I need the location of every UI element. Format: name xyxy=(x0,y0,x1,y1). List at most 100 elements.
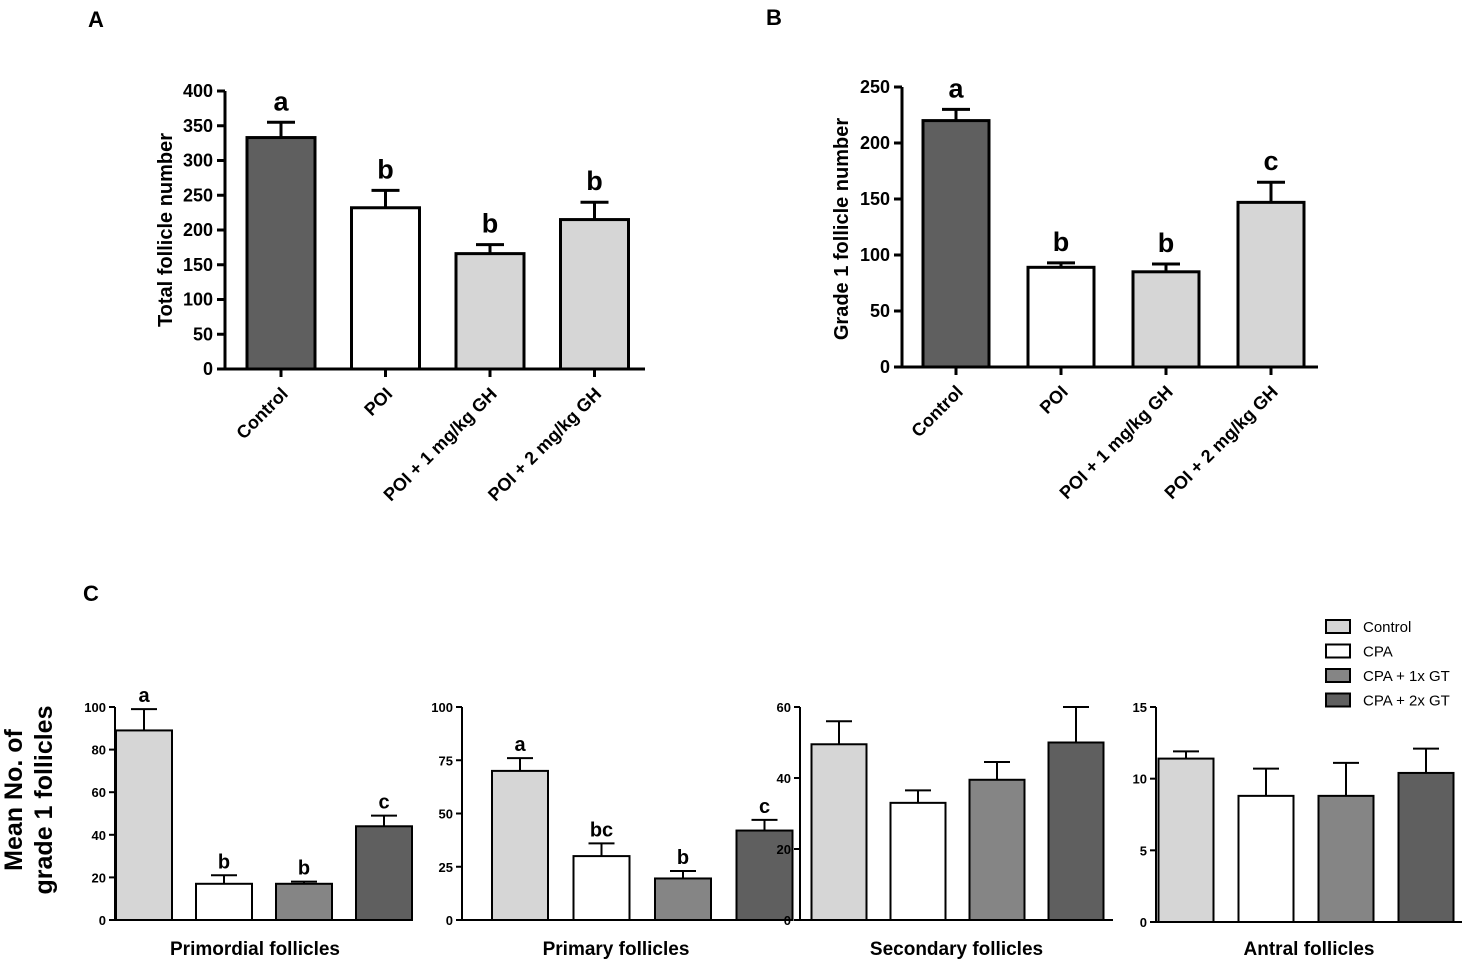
bar xyxy=(889,801,947,921)
legend-swatch xyxy=(1325,643,1351,659)
y-tick-label: 15 xyxy=(1133,700,1147,715)
significance-letter: a xyxy=(514,734,526,756)
chart-a: 0 50 100 150 200 250 300 350 400 Total follicle n… xyxy=(155,81,645,505)
y-tick-label: 150 xyxy=(860,189,890,209)
category-label: POI xyxy=(360,384,396,420)
y-tick-label: 40 xyxy=(92,828,106,843)
y-tick-label: 250 xyxy=(860,77,890,97)
legend-swatch xyxy=(1325,692,1351,708)
category-label: POI + 2 mg/kg GH xyxy=(484,384,605,505)
panel-label-c: C xyxy=(83,581,99,606)
y-tick-label: 20 xyxy=(92,870,106,885)
bar xyxy=(454,252,526,371)
significance-letter: b xyxy=(586,166,603,196)
x-axis-label: Primary follicles xyxy=(543,939,690,960)
y-tick-label: 5 xyxy=(1140,843,1147,858)
bar xyxy=(1317,794,1375,923)
category-label: Control xyxy=(232,384,291,443)
y-tick-label: 75 xyxy=(439,753,453,768)
y-tick-label: 250 xyxy=(183,185,213,205)
y-tick-label: 50 xyxy=(439,807,453,822)
chart-c: Mean No. ofgrade 1 follicles020406080100… xyxy=(0,685,1462,960)
significance-letter: bc xyxy=(590,819,613,841)
bar xyxy=(350,206,421,371)
bar xyxy=(1047,741,1105,921)
y-tick-label: 0 xyxy=(1140,915,1147,930)
y-tick-label: 100 xyxy=(183,290,213,310)
x-axis-label: Secondary follicles xyxy=(870,939,1043,960)
bar xyxy=(735,829,794,921)
bar xyxy=(275,882,333,921)
subplot-3: 0 20 40 60 Secondary follicles xyxy=(777,700,1113,960)
bar xyxy=(921,119,991,369)
significance-letter: c xyxy=(1263,146,1278,176)
y-tick-label: 20 xyxy=(777,842,791,857)
y-axis-label: Mean No. ofgrade 1 follicles xyxy=(0,706,58,895)
legend-swatch xyxy=(1325,619,1351,634)
significance-letter: b xyxy=(677,847,689,869)
chart-b: 0 50 100 150 200 250 Grade 1 follicle number Co… xyxy=(831,73,1318,503)
significance-letter: b xyxy=(298,858,310,880)
panel-label-b: B xyxy=(766,5,782,30)
y-tick-label: 60 xyxy=(92,785,106,800)
y-axis-label-line: Mean No. of xyxy=(0,728,28,870)
significance-letter: b xyxy=(1158,228,1175,258)
y-tick-label: 100 xyxy=(431,700,453,715)
y-tick-label: 100 xyxy=(84,700,106,715)
bar xyxy=(572,855,631,921)
bar xyxy=(559,218,630,371)
y-tick-label: 50 xyxy=(193,324,213,344)
bar xyxy=(355,825,413,922)
x-axis-label: Antral follicles xyxy=(1244,939,1375,960)
x-axis-label: Primordial follicles xyxy=(170,939,340,960)
y-tick-label: 50 xyxy=(870,301,890,321)
subplot-4: 0 5 10 15 Antral follicles xyxy=(1133,700,1462,960)
significance-letter: b xyxy=(482,209,499,239)
y-tick-label: 80 xyxy=(92,743,106,758)
legend-label: CPA + 1x GT xyxy=(1363,668,1450,685)
category-label: POI + 1 mg/kg GH xyxy=(1056,382,1177,503)
y-tick-label: 60 xyxy=(777,700,791,715)
subplot-1: 0 20 40 60 80 100 a b b c Primordial follicles xyxy=(84,685,413,960)
bar xyxy=(810,743,868,922)
y-tick-label: 0 xyxy=(99,913,106,928)
y-tick-label: 0 xyxy=(880,357,890,377)
significance-letter: c xyxy=(759,796,770,818)
bar xyxy=(1131,270,1201,369)
category-label: POI + 2 mg/kg GH xyxy=(1161,382,1282,503)
bar xyxy=(115,729,173,921)
y-tick-label: 350 xyxy=(183,116,213,136)
y-tick-label: 0 xyxy=(784,913,791,928)
y-tick-label: 400 xyxy=(183,81,213,101)
y-tick-label: 0 xyxy=(203,359,213,379)
y-axis-label-line: grade 1 follicles xyxy=(30,706,58,895)
y-tick-label: 25 xyxy=(439,860,453,875)
panel-label-a: A xyxy=(88,7,104,32)
significance-letter: b xyxy=(1053,227,1070,257)
bar xyxy=(1157,757,1215,923)
y-tick-label: 100 xyxy=(860,245,890,265)
y-tick-label: 300 xyxy=(183,151,213,171)
category-label: Control xyxy=(907,382,966,441)
significance-letter: b xyxy=(377,154,394,184)
significance-letter: c xyxy=(378,792,389,814)
y-tick-label: 200 xyxy=(183,220,213,240)
legend-label: CPA xyxy=(1363,644,1393,661)
legend-swatch xyxy=(1325,668,1351,683)
bar xyxy=(968,778,1026,922)
bar xyxy=(1236,200,1306,369)
legend-label: CPA + 2x GT xyxy=(1363,693,1450,710)
y-axis-label: Total follicle number xyxy=(155,133,177,327)
y-tick-label: 0 xyxy=(446,913,453,928)
y-tick-label: 40 xyxy=(777,771,791,786)
significance-letter: a xyxy=(138,685,150,707)
bar xyxy=(654,877,712,922)
y-tick-label: 10 xyxy=(1133,772,1147,787)
bar xyxy=(1397,771,1455,924)
bar xyxy=(1026,265,1096,369)
significance-letter: a xyxy=(273,86,289,116)
y-tick-label: 200 xyxy=(860,133,890,153)
bar xyxy=(245,136,317,371)
